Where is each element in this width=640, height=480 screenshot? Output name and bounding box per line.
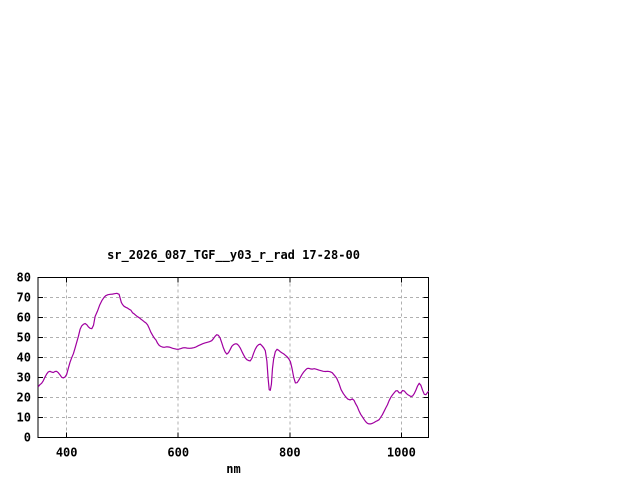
y-tick-label: 40 xyxy=(17,350,31,364)
x-axis-title: nm xyxy=(226,462,241,476)
y-tick-label: 0 xyxy=(24,430,31,444)
chart-title: sr_2026_087_TGF__y03_r_rad 17-28-00 xyxy=(107,248,360,262)
x-tick-label: 800 xyxy=(279,445,301,459)
x-tick-label: 400 xyxy=(56,445,78,459)
y-tick-label: 80 xyxy=(17,270,31,284)
y-tick-label: 60 xyxy=(17,310,31,324)
y-tick-label: 70 xyxy=(17,290,31,304)
tick-marks xyxy=(38,276,429,438)
grid-layer xyxy=(38,277,429,438)
y-tick-label: 50 xyxy=(17,330,31,344)
y-tick-label: 30 xyxy=(17,370,31,384)
y-tick-label: 10 xyxy=(17,410,31,424)
y-tick-label: 20 xyxy=(17,390,31,404)
x-tick-label: 600 xyxy=(167,445,189,459)
tick-labels: 0 10 20 30 40 50 60 70 80 400 600 800 1000 xyxy=(17,270,416,459)
series-layer xyxy=(37,292,430,425)
series-line xyxy=(37,292,430,425)
x-tick-label: 1000 xyxy=(387,445,416,459)
